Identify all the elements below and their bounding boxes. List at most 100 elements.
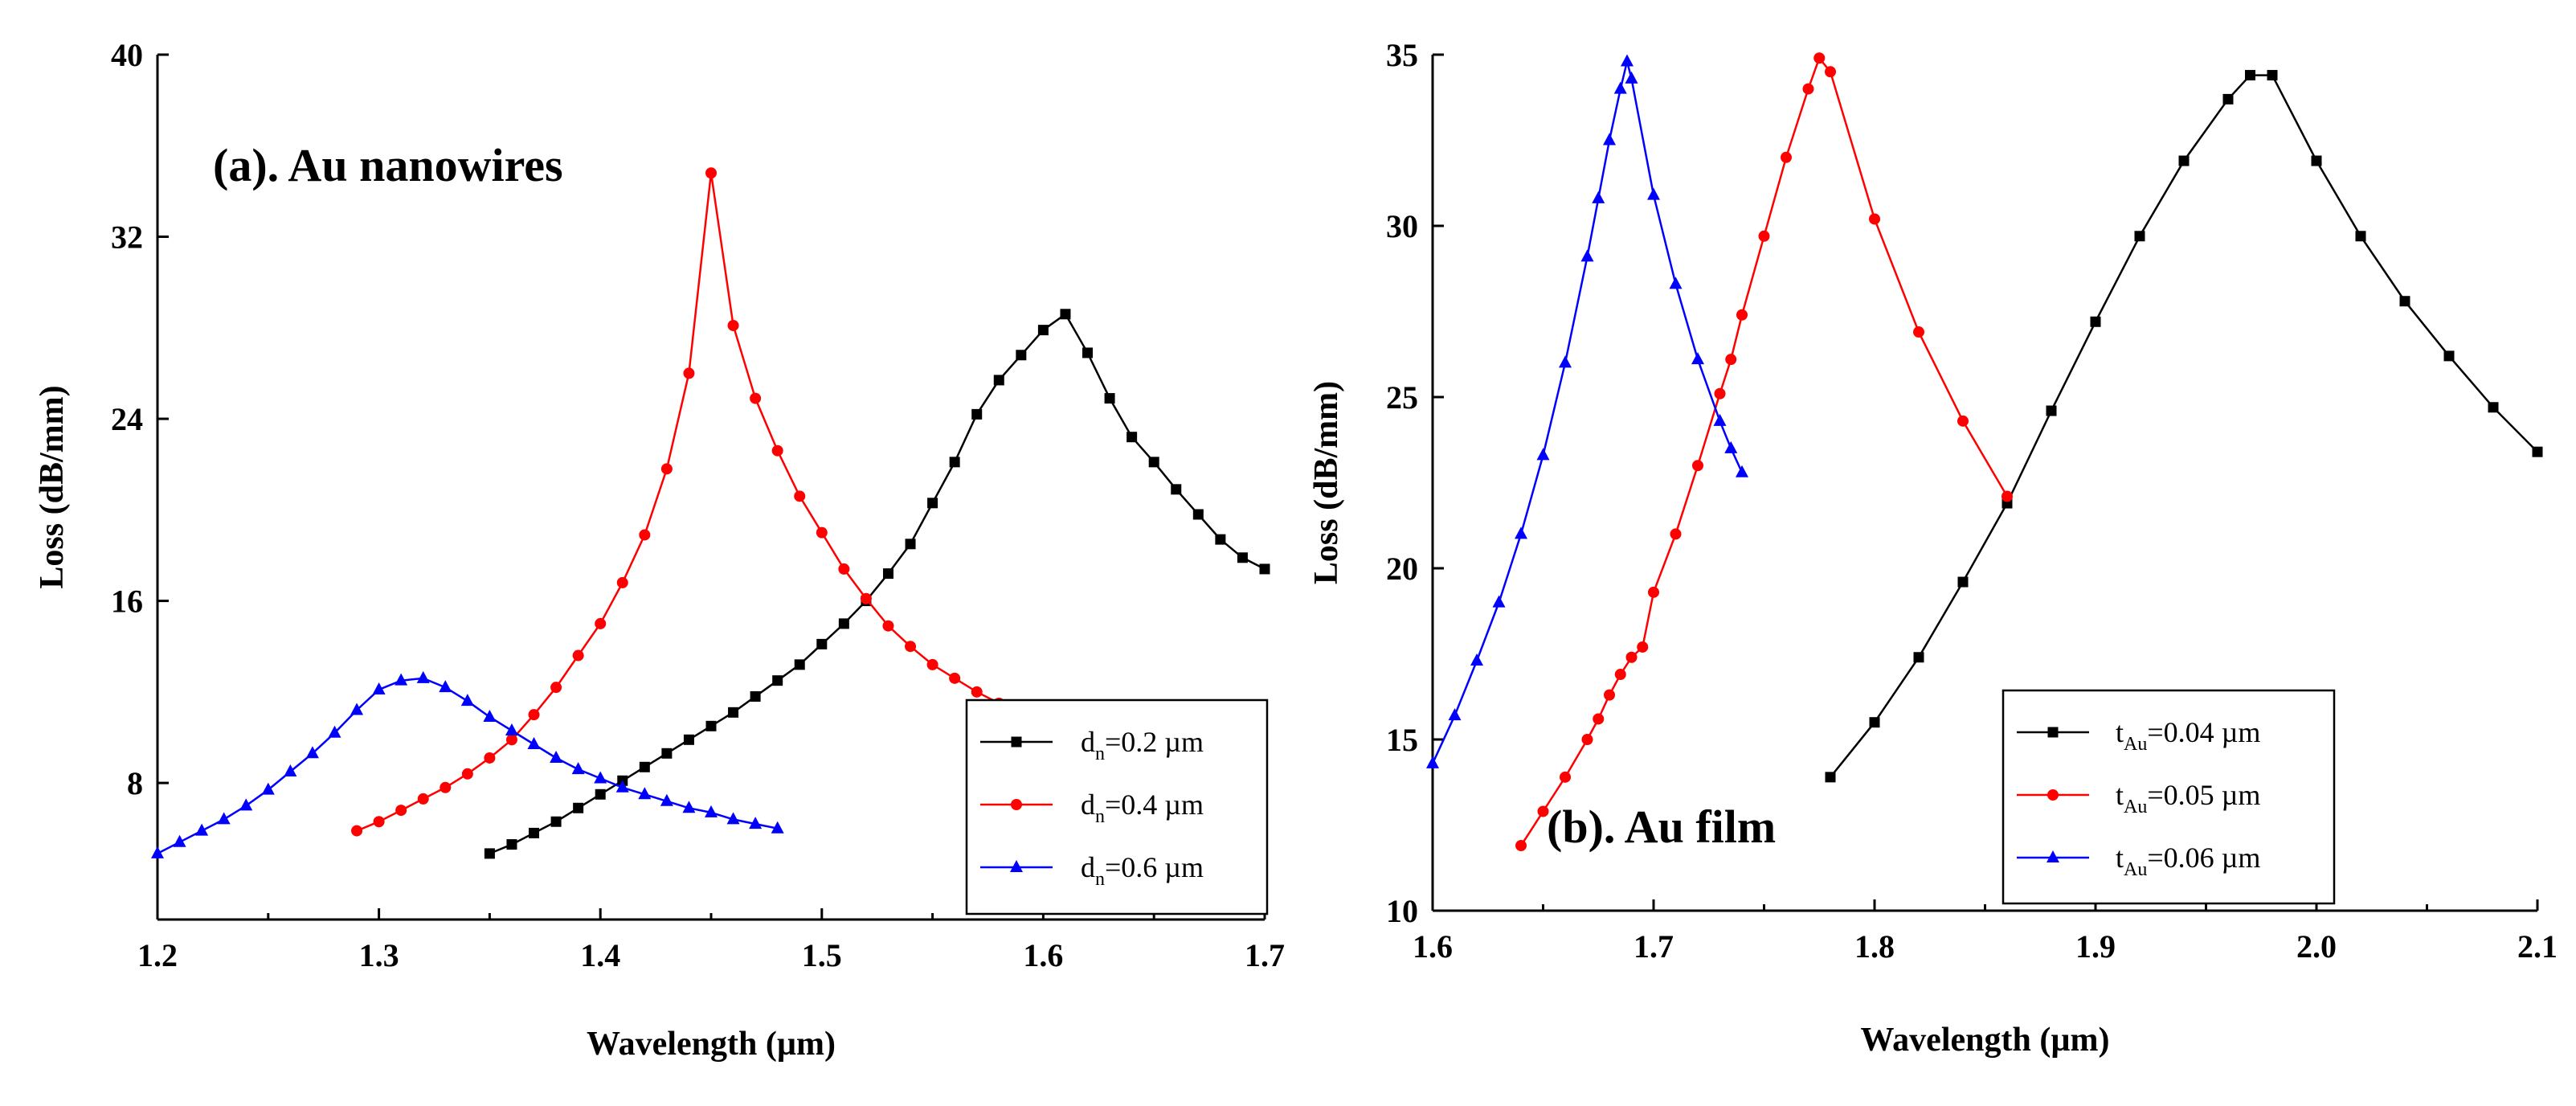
legend-label: dn=0.6 µm [1081, 851, 1204, 890]
data-point [484, 848, 495, 859]
data-point [1957, 415, 1969, 427]
data-point [571, 762, 585, 775]
data-point [1082, 347, 1094, 358]
data-point [905, 539, 916, 550]
data-point [2047, 789, 2059, 801]
data-point [1869, 717, 1880, 728]
data-point [750, 392, 762, 404]
data-point [1537, 805, 1549, 817]
x-tick-label: 1.9 [2075, 928, 2116, 965]
data-point [1625, 651, 1638, 663]
data-point [505, 723, 518, 735]
data-point [550, 816, 562, 827]
data-point [726, 812, 740, 825]
data-point [683, 367, 695, 379]
chart-panel-a: 1.2 1.3 1.4 1.5 1.6 1.7 8 16 24 32 40 Wavelength (µ… [34, 37, 1285, 1063]
data-point [949, 457, 960, 468]
series-1 [484, 309, 1270, 859]
legend-label-subscript: n [1095, 806, 1105, 827]
data-point [1171, 484, 1182, 495]
data-point [1515, 840, 1527, 852]
data-point [484, 752, 496, 764]
data-point [1603, 133, 1616, 145]
data-point [794, 659, 805, 670]
data-point [2090, 316, 2101, 327]
legend-label-main: t [2116, 716, 2124, 748]
data-point [1515, 526, 1527, 539]
data-point [905, 641, 917, 653]
x-tick-label: 1.3 [359, 937, 399, 973]
legend-label-subscript: n [1095, 743, 1105, 764]
data-point [682, 801, 696, 813]
legend-label-main: d [1081, 726, 1095, 758]
data-point [305, 746, 319, 759]
data-point [1448, 708, 1462, 721]
y-tick-label: 32 [111, 219, 143, 256]
data-point [838, 563, 850, 575]
data-point [661, 748, 673, 759]
legend-item: dn=0.6 µm [980, 851, 1204, 890]
data-point [1593, 713, 1605, 725]
legend-label-rest: =0.4 µm [1105, 789, 1204, 821]
data-point [261, 782, 275, 795]
y-tick-label: 35 [1386, 37, 1418, 73]
data-point [1560, 771, 1571, 783]
legend-label-main: t [2116, 842, 2124, 874]
data-point [595, 617, 607, 629]
data-point [1781, 151, 1792, 163]
data-point [1724, 440, 1738, 453]
series-line [1830, 74, 2538, 778]
legend-label-rest: =0.06 µm [2147, 842, 2260, 874]
data-point [439, 680, 452, 693]
data-point [2267, 70, 2278, 81]
data-point [1725, 354, 1737, 366]
data-point [971, 686, 983, 698]
data-point [1670, 528, 1682, 540]
data-point [1037, 325, 1049, 336]
data-point [506, 839, 517, 850]
series-line [1519, 55, 2009, 846]
data-point [1648, 586, 1659, 598]
data-point [1736, 465, 1748, 477]
x-tick-label: 1.5 [802, 937, 842, 973]
data-point [749, 817, 763, 830]
data-point [595, 789, 606, 800]
data-point [1637, 641, 1649, 653]
y-tick-label: 20 [1386, 551, 1418, 587]
data-point [660, 793, 673, 806]
data-point [1913, 326, 1924, 338]
data-point [2355, 231, 2366, 242]
legend-label: tAu=0.06 µm [2116, 842, 2260, 880]
legend-label-subscript: Au [2124, 859, 2147, 880]
data-point [416, 670, 430, 683]
legend-label-rest: =0.2 µm [1105, 726, 1204, 758]
data-point [1758, 230, 1770, 242]
data-point [1825, 772, 1836, 783]
data-point [1614, 669, 1626, 681]
data-point [483, 709, 497, 722]
data-point [705, 720, 717, 731]
y-tick-label: 10 [1386, 893, 1418, 929]
data-point [529, 827, 540, 838]
legend-label-main: t [2116, 779, 2124, 811]
legend-label-subscript: Au [2124, 797, 2147, 817]
legend-label-rest: =0.05 µm [2147, 779, 2260, 811]
data-point [505, 734, 517, 746]
data-point [1604, 689, 1615, 701]
data-point [1613, 81, 1627, 94]
data-point [705, 805, 718, 817]
x-tick-label: 1.7 [1245, 937, 1285, 973]
data-point [373, 816, 385, 828]
data-point [461, 768, 473, 780]
legend-label: dn=0.4 µm [1081, 789, 1204, 827]
data-point [882, 620, 894, 632]
y-tick-label: 25 [1386, 379, 1418, 416]
data-point [460, 694, 474, 707]
data-point [2443, 350, 2455, 362]
data-point [1692, 460, 1703, 472]
data-point [1215, 534, 1226, 545]
data-point [705, 167, 717, 179]
data-point [927, 498, 938, 509]
x-tick-label: 1.4 [580, 937, 620, 973]
